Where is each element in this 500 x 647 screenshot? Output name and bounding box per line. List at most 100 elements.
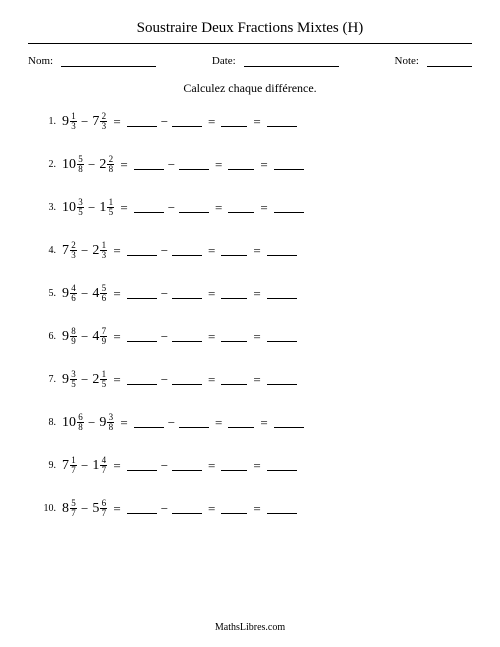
answer-blank[interactable] (267, 460, 297, 471)
problem-row: 6.989−479=−== (36, 327, 472, 346)
operand-b-denominator: 3 (101, 122, 108, 131)
operand-b-denominator: 6 (101, 294, 108, 303)
equals-sign: = (107, 243, 126, 259)
minus-sign: − (164, 157, 179, 173)
problem-number: 1. (36, 116, 62, 127)
equals-sign: = (107, 372, 126, 388)
equals-sign: = (247, 501, 266, 517)
equals-sign: = (202, 114, 221, 130)
minus-sign: − (157, 501, 172, 517)
answer-blank[interactable] (172, 288, 202, 299)
operand-a-numerator: 2 (70, 241, 77, 250)
answer-blank[interactable] (172, 116, 202, 127)
operand-b-denominator: 3 (101, 251, 108, 260)
answer-blank[interactable] (228, 159, 254, 170)
operand-b-whole: 2 (92, 372, 100, 388)
operand-b: 115 (99, 198, 114, 217)
nom-blank[interactable] (61, 54, 156, 67)
equals-sign: = (209, 157, 228, 173)
answer-blank[interactable] (221, 460, 247, 471)
operand-a-whole: 10 (62, 200, 77, 216)
operand-b-numerator: 1 (101, 241, 108, 250)
answer-blank[interactable] (134, 417, 164, 428)
nom-label: Nom: (28, 55, 53, 67)
note-blank[interactable] (427, 54, 472, 67)
answer-blank[interactable] (274, 417, 304, 428)
operand-b-numerator: 5 (101, 284, 108, 293)
answer-blank[interactable] (172, 374, 202, 385)
operand-b-fraction: 38 (107, 413, 114, 432)
operand-b: 567 (92, 499, 107, 518)
operand-a-denominator: 9 (70, 337, 77, 346)
minus-sign: − (164, 415, 179, 431)
answer-blank[interactable] (274, 202, 304, 213)
answer-blank[interactable] (127, 288, 157, 299)
answer-blank[interactable] (179, 202, 209, 213)
operand-a-whole: 9 (62, 329, 70, 345)
problem-row: 8.1068−938=−== (36, 413, 472, 432)
answer-blank[interactable] (267, 245, 297, 256)
answer-blank[interactable] (267, 116, 297, 127)
equals-sign: = (209, 415, 228, 431)
answer-blank[interactable] (127, 116, 157, 127)
answer-blank[interactable] (228, 417, 254, 428)
operand-b-fraction: 15 (107, 198, 114, 217)
answer-blank[interactable] (221, 331, 247, 342)
operand-b-denominator: 5 (108, 208, 115, 217)
operand-b-denominator: 8 (108, 423, 115, 432)
answer-blank[interactable] (179, 417, 209, 428)
equals-sign: = (202, 372, 221, 388)
operand-b-whole: 4 (92, 286, 100, 302)
equals-sign: = (114, 200, 133, 216)
answer-blank[interactable] (127, 245, 157, 256)
answer-blank[interactable] (221, 374, 247, 385)
answer-blank[interactable] (172, 460, 202, 471)
answer-blank[interactable] (267, 374, 297, 385)
problem-number: 9. (36, 460, 62, 471)
answer-blank[interactable] (221, 245, 247, 256)
answer-blank[interactable] (134, 202, 164, 213)
answer-blank[interactable] (172, 503, 202, 514)
operand-a-numerator: 3 (70, 370, 77, 379)
minus-sign: − (77, 372, 92, 388)
equals-sign: = (247, 286, 266, 302)
problem-number: 7. (36, 374, 62, 385)
problem-row: 4.723−213=−== (36, 241, 472, 260)
operand-b-denominator: 5 (101, 380, 108, 389)
answer-blank[interactable] (172, 245, 202, 256)
operand-a: 1068 (62, 413, 84, 432)
operand-b-fraction: 56 (100, 284, 107, 303)
answer-blank[interactable] (127, 331, 157, 342)
problem-number: 3. (36, 202, 62, 213)
equals-sign: = (247, 372, 266, 388)
operand-a-denominator: 5 (77, 208, 84, 217)
operand-a-numerator: 3 (77, 198, 84, 207)
minus-sign: − (77, 458, 92, 474)
answer-blank[interactable] (127, 503, 157, 514)
answer-blank[interactable] (221, 288, 247, 299)
answer-blank[interactable] (179, 159, 209, 170)
equals-sign: = (209, 200, 228, 216)
answer-blank[interactable] (221, 116, 247, 127)
operand-a-whole: 10 (62, 415, 77, 431)
answer-blank[interactable] (127, 374, 157, 385)
operand-b: 938 (99, 413, 114, 432)
answer-blank[interactable] (274, 159, 304, 170)
answer-blank[interactable] (134, 159, 164, 170)
answer-blank[interactable] (127, 460, 157, 471)
answer-blank[interactable] (228, 202, 254, 213)
answer-blank[interactable] (267, 503, 297, 514)
operand-b-fraction: 13 (100, 241, 107, 260)
operand-a: 857 (62, 499, 77, 518)
equals-sign: = (202, 243, 221, 259)
answer-blank[interactable] (267, 331, 297, 342)
equals-sign: = (202, 286, 221, 302)
equals-sign: = (254, 200, 273, 216)
answer-blank[interactable] (267, 288, 297, 299)
equals-sign: = (107, 501, 126, 517)
problem-row: 2.1058−228=−== (36, 155, 472, 174)
date-blank[interactable] (244, 54, 339, 67)
answer-blank[interactable] (221, 503, 247, 514)
problem-row: 3.1035−115=−== (36, 198, 472, 217)
answer-blank[interactable] (172, 331, 202, 342)
